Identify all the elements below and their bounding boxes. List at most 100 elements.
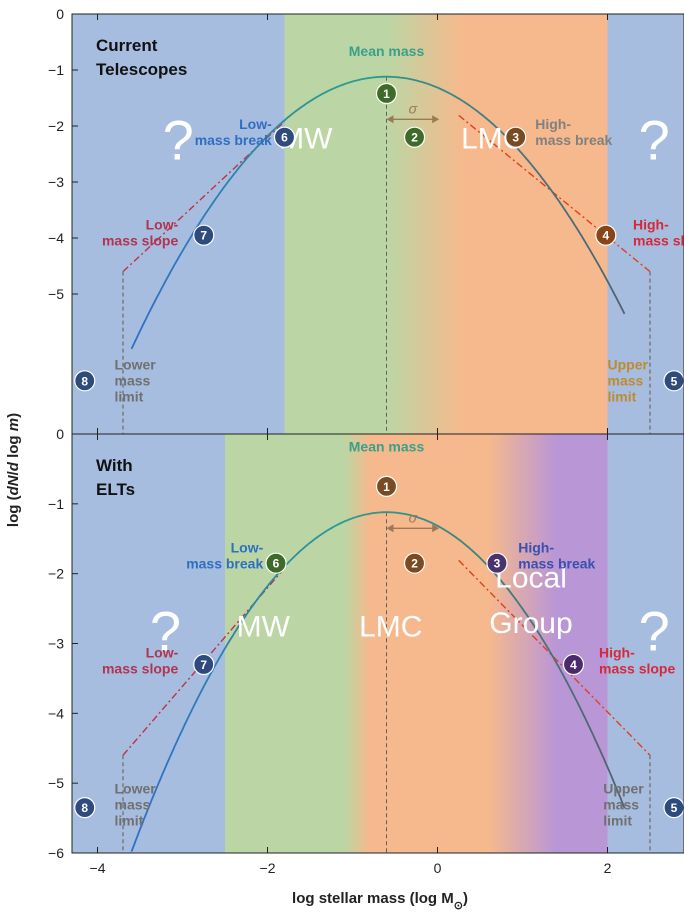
y-tick-label: −3 bbox=[48, 174, 64, 190]
sigma-label: σ bbox=[409, 509, 418, 525]
mass-band bbox=[556, 434, 608, 853]
region-label: Local bbox=[495, 562, 567, 595]
annotation-label: Mean mass bbox=[349, 43, 425, 59]
marker-5: 5 bbox=[663, 797, 684, 819]
annotation-label: mass break bbox=[518, 556, 595, 572]
marker-5: 5 bbox=[663, 370, 684, 392]
y-tick-label: −4 bbox=[48, 705, 64, 721]
y-tick-label: −2 bbox=[48, 566, 64, 582]
marker-number: 6 bbox=[273, 557, 280, 571]
panel-title: With bbox=[96, 456, 133, 475]
y-tick-label: 0 bbox=[56, 6, 64, 22]
mass-band bbox=[225, 434, 344, 853]
unknown-question-mark: ? bbox=[163, 109, 194, 172]
marker-number: 4 bbox=[570, 658, 577, 672]
annotation-label: High- bbox=[633, 217, 669, 233]
x-tick-label: −2 bbox=[260, 860, 276, 876]
panel-title: Telescopes bbox=[96, 60, 187, 79]
annotation-label: Upper bbox=[608, 357, 649, 373]
x-tick-label: 0 bbox=[434, 860, 442, 876]
annotation-label: High- bbox=[599, 644, 635, 660]
marker-1: 1 bbox=[375, 475, 398, 497]
panel-title: Current bbox=[96, 36, 158, 55]
y-tick-label: −5 bbox=[48, 775, 64, 791]
sigma-label: σ bbox=[409, 100, 418, 116]
marker-6: 6 bbox=[273, 126, 296, 148]
marker-4: 4 bbox=[562, 653, 585, 676]
annotation-label: mass bbox=[115, 797, 151, 813]
annotation-label: mass slope bbox=[102, 660, 178, 676]
marker-1: 1 bbox=[375, 82, 398, 105]
y-tick-label: −6 bbox=[48, 845, 64, 861]
marker-8: 8 bbox=[74, 797, 96, 819]
mass-band bbox=[369, 434, 489, 853]
y-tick-label: −3 bbox=[48, 636, 64, 652]
y-tick-label: −2 bbox=[48, 118, 64, 134]
marker-2: 2 bbox=[403, 126, 426, 148]
marker-number: 7 bbox=[200, 229, 207, 243]
marker-number: 7 bbox=[200, 658, 207, 672]
unknown-question-mark: ? bbox=[639, 599, 670, 662]
annotation-label: Upper bbox=[603, 781, 644, 797]
annotation-label: mass break bbox=[195, 132, 272, 148]
sigma-arrow-head-left bbox=[386, 524, 394, 533]
mass-band bbox=[72, 14, 285, 434]
marker-number: 5 bbox=[671, 374, 678, 388]
annotation-label: Low- bbox=[239, 116, 272, 132]
annotation-label: Low- bbox=[231, 540, 264, 556]
annotation-label: Lower bbox=[115, 357, 157, 373]
panel-title: ELTs bbox=[96, 480, 135, 499]
sigma-arrow-head-right bbox=[432, 524, 440, 533]
marker-number: 3 bbox=[494, 557, 501, 571]
panel-with-elts: σ MW LMC Local Group? ? 1 Mean mass 2 3 High-mass … bbox=[48, 426, 684, 876]
unknown-question-mark: ? bbox=[639, 109, 670, 172]
marker-2: 2 bbox=[403, 552, 426, 574]
x-tick-label: −4 bbox=[90, 860, 106, 876]
annotation-label: High- bbox=[535, 116, 571, 132]
annotation-label: Mean mass bbox=[349, 438, 425, 454]
annotation-label: High- bbox=[518, 540, 554, 556]
annotation-label: mass slope bbox=[102, 233, 178, 249]
annotation-label: mass bbox=[608, 373, 644, 389]
annotation-label: limit bbox=[603, 813, 632, 829]
marker-number: 1 bbox=[383, 87, 390, 101]
mass-band bbox=[72, 434, 225, 853]
y-tick-label: −1 bbox=[48, 496, 64, 512]
annotation-label: limit bbox=[115, 813, 144, 829]
y-tick-label: −4 bbox=[48, 230, 64, 246]
mass-band bbox=[284, 14, 387, 434]
x-tick-label: 2 bbox=[604, 860, 612, 876]
marker-8: 8 bbox=[74, 370, 96, 392]
marker-number: 2 bbox=[411, 131, 418, 145]
y-tick-label: −5 bbox=[48, 286, 64, 302]
mass-band bbox=[463, 14, 608, 434]
marker-3: 3 bbox=[505, 126, 527, 148]
y-axis-label: log (dN/d log m) bbox=[5, 413, 22, 527]
marker-7: 7 bbox=[193, 653, 215, 676]
annotation-label: mass break bbox=[186, 556, 263, 572]
annotation-label: Lower bbox=[115, 781, 157, 797]
annotation-label: mass slope bbox=[633, 233, 684, 249]
x-axis-label: log stellar mass (log M⊙) bbox=[292, 890, 468, 912]
marker-number: 6 bbox=[281, 131, 288, 145]
marker-number: 5 bbox=[671, 801, 678, 815]
mass-band bbox=[488, 434, 557, 853]
annotation-label: Low- bbox=[146, 217, 179, 233]
sigma-arrow-head-left bbox=[386, 115, 394, 124]
marker-number: 3 bbox=[512, 131, 519, 145]
region-label: LMC bbox=[359, 611, 422, 644]
annotation-label: mass bbox=[603, 797, 639, 813]
marker-number: 1 bbox=[383, 480, 390, 494]
annotation-label: mass bbox=[115, 373, 151, 389]
marker-6: 6 bbox=[265, 552, 287, 574]
marker-7: 7 bbox=[193, 224, 215, 246]
annotation-label: mass break bbox=[535, 132, 612, 148]
region-label: Group bbox=[489, 607, 572, 640]
marker-3: 3 bbox=[486, 552, 508, 574]
annotation-label: limit bbox=[608, 389, 637, 405]
annotation-label: Low- bbox=[146, 644, 179, 660]
mass-band bbox=[344, 434, 370, 853]
